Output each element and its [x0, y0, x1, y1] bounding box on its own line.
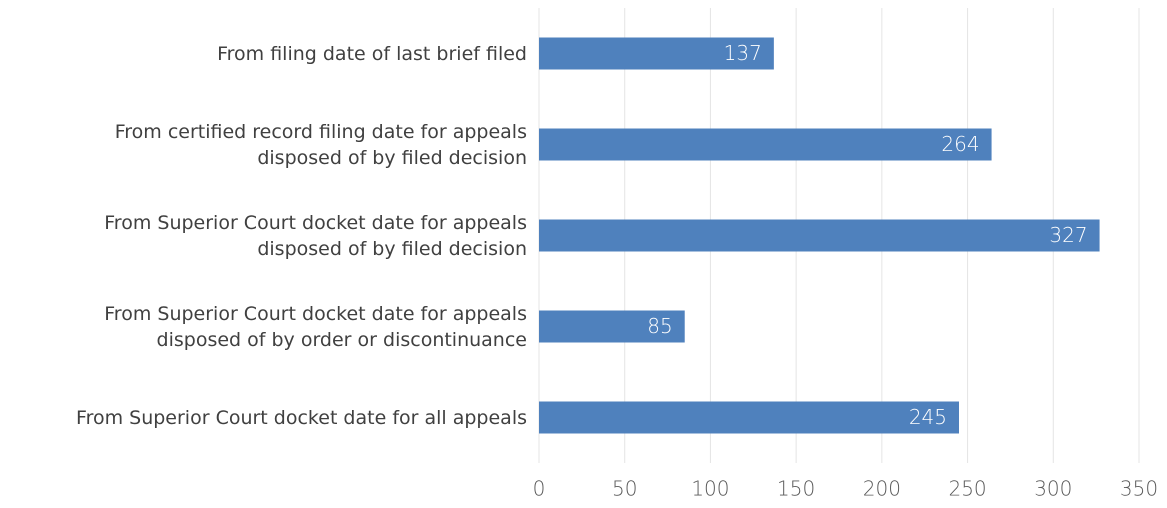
x-tick-label: 300	[1034, 477, 1072, 501]
data-label: 327	[1049, 223, 1087, 247]
data-label: 245	[909, 405, 947, 429]
y-tick-label: From Superior Court docket date for all …	[76, 406, 527, 429]
x-tick-label: 250	[948, 477, 986, 501]
bar	[539, 128, 992, 161]
bar	[539, 401, 959, 434]
x-tick-label: 150	[777, 477, 815, 501]
y-tick-label: From certified record filing date for ap…	[114, 120, 527, 169]
data-label: 85	[647, 314, 672, 338]
x-tick-label: 350	[1120, 477, 1158, 501]
y-tick-label: From Superior Court docket date for appe…	[104, 302, 527, 351]
y-tick-label: From Superior Court docket date for appe…	[104, 211, 527, 260]
x-tick-label: 50	[612, 477, 637, 501]
data-label: 137	[724, 41, 762, 65]
bar	[539, 310, 685, 343]
x-tick-label: 100	[691, 477, 729, 501]
x-tick-label: 200	[863, 477, 901, 501]
y-tick-label: From filing date of last brief filed	[217, 42, 527, 65]
bar	[539, 219, 1100, 252]
bar	[539, 37, 774, 70]
x-tick-label: 0	[533, 477, 546, 501]
data-label: 264	[941, 132, 979, 156]
